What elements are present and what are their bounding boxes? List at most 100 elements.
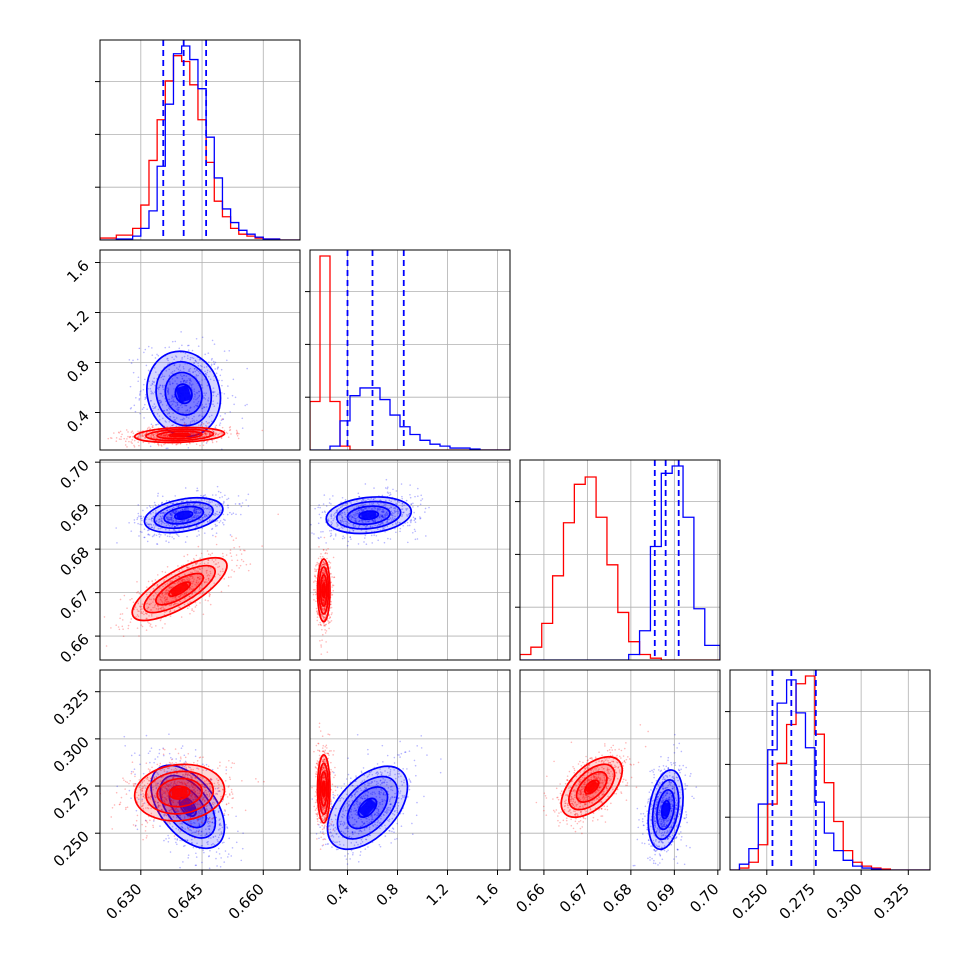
red-sample: [150, 436, 153, 439]
blue-sample: [175, 841, 177, 844]
red-sample: [164, 592, 167, 594]
red-sample: [225, 803, 228, 805]
blue-sample: [235, 841, 238, 844]
blue-sample: [155, 775, 158, 778]
blue-sample: [176, 376, 178, 379]
blue-sample: [165, 500, 168, 502]
red-sample: [205, 809, 208, 811]
red-sample: [169, 610, 172, 613]
red-sample: [151, 777, 153, 779]
blue-sample: [173, 395, 176, 398]
red-sample: [192, 557, 195, 560]
red-sample: [149, 769, 151, 771]
red-sample: [178, 595, 180, 598]
blue-sample: [156, 353, 158, 356]
red-sample: [164, 800, 166, 803]
blue-sample: [237, 495, 240, 497]
blue-sample: [414, 518, 417, 520]
red-sample: [235, 564, 238, 567]
red-sample: [164, 434, 167, 437]
blue-sample: [394, 507, 397, 510]
blue-sample: [414, 517, 417, 520]
blue-sample: [247, 505, 250, 507]
blue-sample: [185, 772, 187, 774]
red-sample: [204, 581, 207, 583]
blue-sample: [357, 516, 359, 519]
red-sample: [221, 418, 224, 420]
red-sample: [178, 780, 180, 783]
blue-sample: [156, 756, 159, 758]
blue-sample: [183, 418, 186, 420]
blue-sample: [166, 516, 168, 519]
red-sample: [152, 434, 155, 437]
red-sample: [130, 618, 133, 620]
blue-sample: [205, 514, 208, 517]
red-sample: [143, 784, 146, 787]
blue-sample: [212, 836, 215, 838]
red-sample: [195, 783, 197, 786]
red-sample: [227, 802, 230, 805]
red-sample: [160, 809, 163, 811]
red-sample: [204, 819, 207, 821]
blue-sample: [213, 343, 216, 345]
blue-sample: [154, 510, 157, 512]
blue-sample: [358, 519, 361, 522]
red-sample: [172, 782, 175, 785]
red-sample: [125, 793, 128, 795]
red-sample: [125, 806, 127, 809]
blue-sample: [407, 513, 410, 516]
red-sample: [178, 596, 180, 598]
red-sample: [191, 793, 194, 795]
blue-sample: [191, 517, 193, 519]
blue-sample: [155, 424, 157, 426]
blue-sample: [190, 820, 192, 823]
blue-sample: [167, 518, 170, 521]
blue-sample: [174, 511, 177, 514]
blue-sample: [172, 512, 175, 514]
blue-sample: [211, 527, 214, 530]
blue-sample: [194, 803, 197, 805]
blue-sample: [175, 511, 178, 514]
red-contour-line: [145, 428, 215, 442]
red-sample: [165, 798, 167, 801]
blue-sample: [398, 501, 400, 503]
red-sample: [207, 579, 210, 581]
blue-sample: [296, 517, 298, 519]
red-sample: [141, 433, 144, 436]
blue-sample: [185, 784, 188, 787]
blue-sample: [145, 734, 148, 737]
red-sample: [137, 435, 140, 438]
red-sample: [150, 613, 153, 616]
blue-sample: [155, 534, 158, 537]
red-sample: [181, 768, 184, 771]
blue-sample: [221, 832, 223, 835]
blue-sample: [223, 814, 226, 817]
blue-sample: [202, 763, 204, 766]
blue-sample: [191, 516, 193, 519]
blue-sample: [193, 362, 195, 364]
red-sample: [162, 748, 165, 750]
red-sample: [179, 581, 182, 583]
blue-sample: [157, 518, 160, 521]
blue-sample: [204, 398, 207, 400]
red-sample: [191, 433, 194, 436]
blue-sample: [154, 406, 156, 409]
red-sample: [170, 800, 172, 802]
red-sample: [153, 435, 156, 438]
blue-sample: [138, 347, 141, 350]
red-sample: [168, 809, 170, 812]
red-sample: [195, 775, 198, 778]
red-sample: [154, 579, 157, 581]
red-sample: [195, 434, 198, 437]
blue-sample: [176, 505, 178, 507]
red-sample: [199, 809, 202, 811]
red-sample: [162, 435, 164, 437]
blue-sample: [172, 800, 174, 803]
blue-sample: [166, 770, 169, 773]
x-tick-label: 0.660: [225, 880, 268, 923]
y-tick-label: 0.66: [56, 630, 92, 666]
blue-sample: [174, 525, 176, 528]
blue-sample: [181, 500, 183, 503]
red-sample: [238, 546, 241, 548]
blue-sample: [234, 503, 237, 505]
